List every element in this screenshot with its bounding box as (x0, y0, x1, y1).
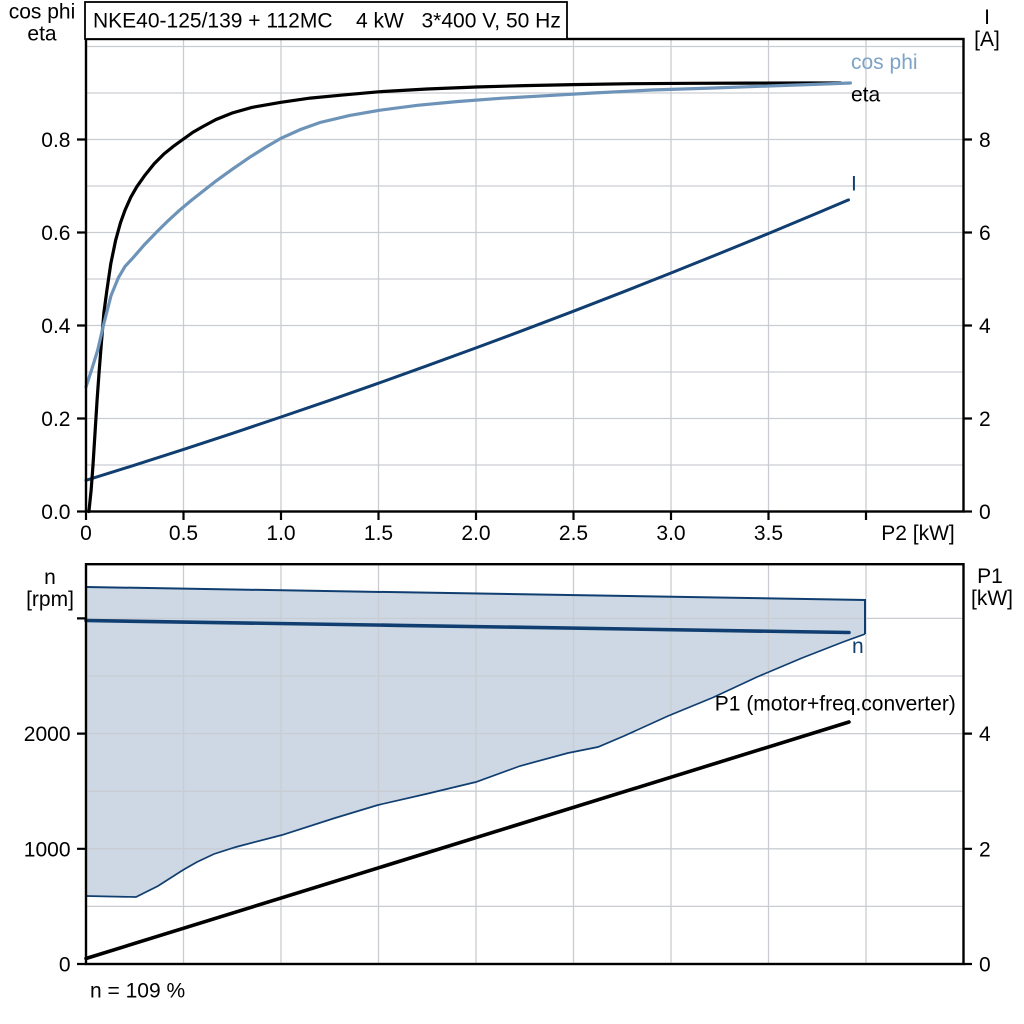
svg-text:0.6: 0.6 (41, 222, 70, 245)
svg-text:[kW]: [kW] (971, 587, 1013, 610)
svg-text:1.5: 1.5 (364, 522, 393, 545)
svg-text:4: 4 (979, 723, 991, 746)
svg-text:cos phi: cos phi (851, 51, 918, 74)
svg-text:NKE40-125/139 + 112MC: NKE40-125/139 + 112MC (93, 10, 333, 33)
svg-text:I: I (851, 173, 857, 196)
svg-text:2: 2 (979, 838, 991, 861)
svg-text:eta: eta (851, 84, 881, 107)
svg-text:0: 0 (979, 954, 991, 977)
svg-text:3.5: 3.5 (754, 522, 783, 545)
svg-text:0: 0 (80, 522, 92, 545)
svg-text:1000: 1000 (24, 838, 71, 861)
svg-text:0.8: 0.8 (41, 129, 70, 152)
svg-text:P2 [kW]: P2 [kW] (881, 522, 955, 545)
svg-text:3.0: 3.0 (656, 522, 685, 545)
svg-text:0.4: 0.4 (41, 315, 71, 338)
svg-text:P1: P1 (977, 565, 1003, 588)
svg-text:2.5: 2.5 (559, 522, 588, 545)
svg-text:n: n (44, 566, 56, 589)
svg-text:n = 109 %: n = 109 % (90, 980, 185, 1003)
svg-text:0: 0 (979, 501, 991, 524)
svg-text:cos phi: cos phi (9, 1, 76, 24)
svg-text:P1 (motor+freq.converter): P1 (motor+freq.converter) (715, 693, 956, 716)
svg-text:4 kW: 4 kW (356, 10, 404, 33)
svg-text:I: I (984, 6, 990, 29)
svg-text:2: 2 (979, 408, 991, 431)
svg-text:3*400 V, 50 Hz: 3*400 V, 50 Hz (422, 10, 561, 33)
svg-text:2000: 2000 (24, 723, 71, 746)
svg-text:2.0: 2.0 (461, 522, 490, 545)
svg-text:1.0: 1.0 (266, 522, 295, 545)
svg-text:[A]: [A] (974, 28, 1000, 51)
svg-text:n: n (852, 635, 864, 658)
svg-text:[rpm]: [rpm] (26, 588, 74, 611)
svg-text:6: 6 (979, 222, 991, 245)
svg-text:0.0: 0.0 (41, 501, 70, 524)
svg-text:8: 8 (979, 129, 991, 152)
svg-text:0: 0 (59, 954, 71, 977)
svg-text:4: 4 (979, 315, 991, 338)
svg-text:eta: eta (27, 23, 57, 46)
svg-text:0.2: 0.2 (41, 408, 70, 431)
svg-text:0.5: 0.5 (169, 522, 198, 545)
